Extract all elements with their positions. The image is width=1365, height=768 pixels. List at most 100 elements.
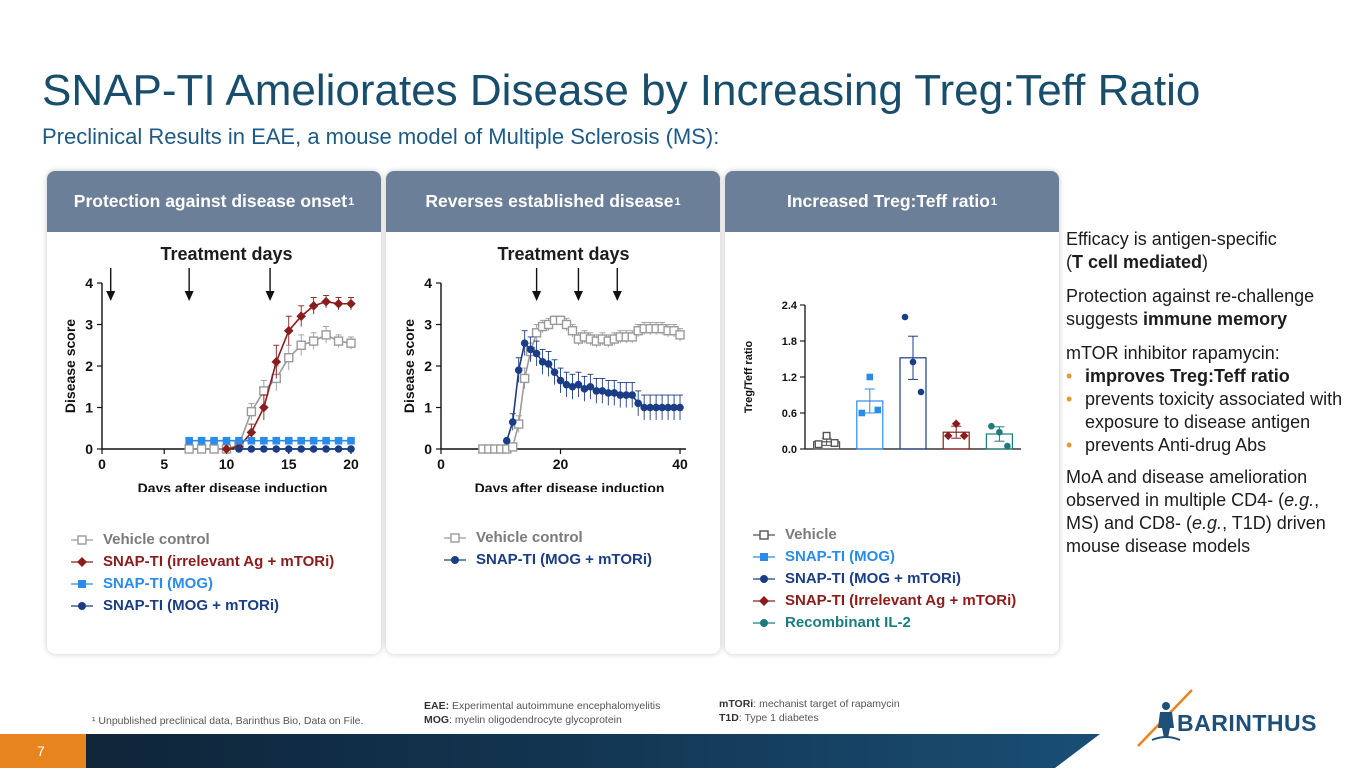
treatment-arrow-icon bbox=[532, 291, 542, 301]
data-point bbox=[322, 445, 330, 453]
x-tick-label: 0 bbox=[437, 456, 445, 472]
legend-symbol bbox=[760, 552, 768, 561]
legend-marker-icon bbox=[71, 556, 93, 567]
efficacy-close-paren: ) bbox=[1202, 252, 1209, 272]
x-tick-label: 5 bbox=[160, 456, 168, 472]
legend-marker-icon bbox=[753, 574, 775, 583]
data-point bbox=[943, 431, 953, 441]
legend-item: SNAP-TI (MOG + mTORi) bbox=[442, 551, 652, 568]
data-point bbox=[260, 445, 268, 453]
data-point bbox=[284, 436, 293, 445]
data-point bbox=[628, 391, 637, 399]
data-point bbox=[567, 326, 578, 336]
data-point bbox=[580, 385, 589, 393]
legend-label: SNAP-TI (Irrelevant Ag + mTORi) bbox=[785, 592, 1017, 609]
data-point bbox=[222, 436, 231, 445]
legend-item: Vehicle control bbox=[69, 531, 210, 548]
data-point bbox=[309, 445, 318, 453]
series-line bbox=[189, 333, 352, 450]
data-point bbox=[334, 445, 343, 453]
data-point bbox=[247, 445, 256, 453]
mtor-bullet: improves Treg:Teff ratio bbox=[1066, 365, 1351, 388]
data-point bbox=[347, 436, 355, 445]
data-point bbox=[272, 445, 281, 453]
x-axis-label: Days after disease induction bbox=[475, 480, 665, 492]
reverses-panel-title: Reverses established disease bbox=[425, 191, 674, 211]
legend-label: Vehicle control bbox=[476, 529, 583, 546]
data-point bbox=[321, 296, 331, 307]
onset-disease-score-chart: Treatment days 0 1 2 3 4 0 5 10 15 20 Days after di… bbox=[62, 244, 359, 492]
y-tick-label: 0.6 bbox=[782, 408, 797, 420]
data-point bbox=[297, 436, 305, 445]
treatment-arrow-icon bbox=[612, 291, 622, 301]
x-tick-label: 0 bbox=[98, 456, 106, 472]
side-summary: Efficacy is antigen-specific (T cell med… bbox=[1066, 228, 1351, 569]
legend-item: SNAP-TI (MOG + mTORi) bbox=[69, 597, 279, 614]
ratio-panel-footnote-ref: 1 bbox=[990, 195, 998, 208]
data-point bbox=[675, 330, 685, 340]
y-tick-label: 3 bbox=[424, 317, 432, 333]
data-point bbox=[526, 345, 535, 354]
y-tick-label: 1.8 bbox=[782, 336, 797, 348]
data-point bbox=[574, 380, 583, 389]
data-point bbox=[333, 298, 344, 309]
data-point bbox=[334, 436, 343, 445]
x-tick-label: 10 bbox=[219, 456, 235, 472]
data-point bbox=[321, 330, 331, 340]
legend-marker-icon bbox=[71, 579, 93, 588]
treatment-arrow-icon bbox=[573, 291, 583, 301]
legend-marker-icon bbox=[444, 555, 466, 564]
data-point bbox=[901, 313, 909, 321]
y-axis-label: Disease score bbox=[62, 319, 78, 413]
data-point bbox=[531, 328, 542, 338]
data-point bbox=[951, 419, 961, 429]
mtor-bullet-text: improves Treg:Teff ratio bbox=[1085, 366, 1290, 386]
side-paragraph-efficacy: Efficacy is antigen-specific (T cell med… bbox=[1066, 228, 1351, 274]
data-point bbox=[284, 445, 293, 453]
treatment-days-label: Treatment days bbox=[160, 244, 292, 264]
onset-panel-title: Protection against disease onset bbox=[73, 191, 348, 211]
data-point bbox=[502, 436, 511, 445]
treg-teff-ratio-chart: 0.0 0.6 1.2 1.8 2.4 Treg/Teff ratio bbox=[743, 300, 1021, 456]
data-point bbox=[814, 440, 823, 449]
data-point bbox=[646, 403, 654, 412]
data-point bbox=[598, 387, 607, 395]
legend-item: Vehicle bbox=[751, 526, 837, 543]
legend-marker-icon bbox=[71, 601, 93, 610]
legend-symbol bbox=[450, 532, 460, 543]
data-point bbox=[235, 445, 243, 453]
y-tick-label: 0 bbox=[85, 441, 93, 457]
legend-symbol bbox=[760, 574, 768, 583]
legend-symbol bbox=[77, 556, 87, 567]
y-axis-label: Disease score bbox=[401, 319, 417, 413]
data-point bbox=[197, 436, 206, 445]
y-tick-label: 0 bbox=[424, 441, 432, 457]
data-point bbox=[185, 436, 193, 445]
protection-bold: immune memory bbox=[1143, 309, 1288, 329]
data-point bbox=[297, 445, 305, 453]
moa-eg-1: e.g. bbox=[1284, 490, 1315, 510]
treatment-arrow-icon bbox=[106, 291, 116, 301]
data-point bbox=[622, 391, 631, 399]
legend-symbol bbox=[760, 618, 768, 627]
data-point bbox=[604, 389, 613, 397]
treatment-days-label: Treatment days bbox=[497, 244, 629, 264]
t1d-abbr: T1D bbox=[719, 712, 739, 724]
y-tick-label: 1.2 bbox=[782, 372, 797, 384]
ratio-panel: Increased Treg:Teff ratio 1 0.0 0.6 1.2 1.8 2… bbox=[725, 171, 1059, 654]
data-point bbox=[562, 380, 571, 389]
treatment-arrow-icon bbox=[265, 291, 275, 301]
efficacy-text: Efficacy is antigen-specific bbox=[1066, 229, 1277, 249]
data-point bbox=[246, 427, 257, 438]
data-point bbox=[209, 444, 219, 454]
data-point bbox=[260, 436, 268, 445]
slide-subtitle: Preclinical Results in EAE, a mouse mode… bbox=[42, 124, 720, 149]
data-point bbox=[532, 349, 541, 358]
legend-marker-icon bbox=[753, 595, 775, 606]
side-paragraph-moa: MoA and disease amelioration observed in… bbox=[1066, 466, 1351, 558]
side-paragraph-protection: Protection against re-challenge suggests… bbox=[1066, 285, 1351, 331]
ratio-panel-title: Increased Treg:Teff ratio bbox=[786, 191, 990, 211]
data-point bbox=[822, 431, 831, 440]
data-point bbox=[592, 387, 601, 395]
